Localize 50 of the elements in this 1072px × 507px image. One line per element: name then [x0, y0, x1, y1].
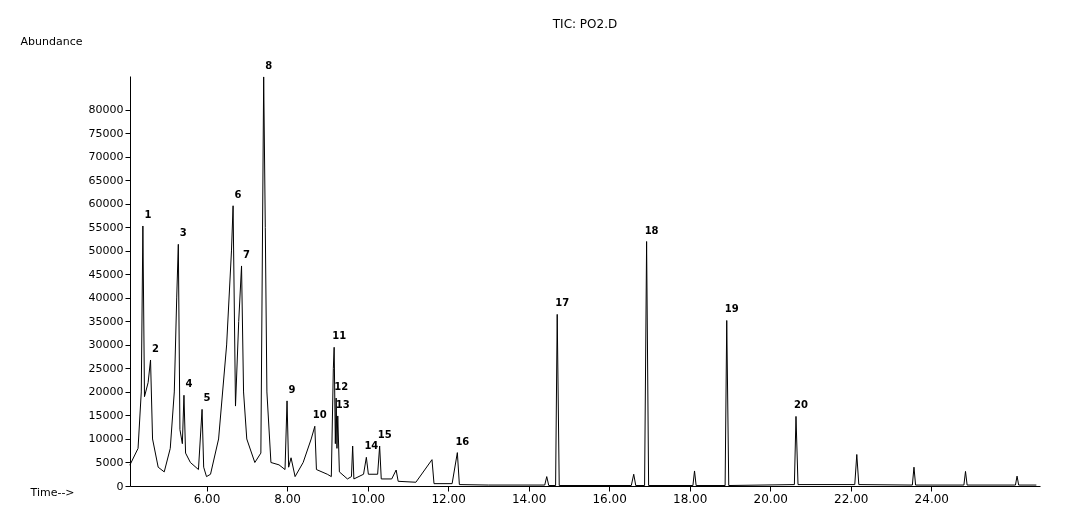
y-tick-label: 40000 [88, 291, 124, 305]
y-tick-label: 0 [116, 479, 124, 493]
y-tick-label: 50000 [88, 244, 124, 258]
annotation: 11 [332, 330, 347, 342]
annotation: 7 [243, 248, 251, 260]
y-axis-title: Abundance [20, 34, 83, 48]
y-tick-label: 30000 [88, 338, 124, 352]
annotation: 6 [234, 188, 242, 200]
y-tick-label: 60000 [88, 197, 124, 211]
y-tick-label: 45000 [88, 267, 124, 281]
annotation: 18 [644, 224, 659, 236]
annotation: 17 [555, 297, 570, 309]
annotation: 1 [144, 208, 152, 220]
annotation: 8 [265, 59, 273, 71]
annotation: 9 [288, 383, 296, 395]
x-tick-label: 18.00 [673, 491, 708, 506]
y-tick-label: 75000 [88, 126, 124, 140]
x-tick-label: 20.00 [753, 491, 788, 506]
annotation: 2 [152, 342, 160, 354]
x-tick-label: 8.00 [274, 491, 301, 506]
y-tick-label: 80000 [88, 103, 124, 117]
annotation: 13 [335, 398, 350, 410]
y-tick-label: 10000 [88, 432, 124, 446]
annotation: 5 [203, 392, 211, 404]
annotation: 19 [724, 303, 739, 315]
annotation: 4 [185, 378, 193, 390]
annotation: 15 [377, 429, 392, 441]
y-tick-label: 65000 [88, 173, 124, 187]
y-tick-label: 5000 [95, 455, 124, 469]
y-tick-label: 25000 [88, 361, 124, 375]
y-tick-label: 55000 [88, 220, 124, 234]
x-tick-label: 16.00 [592, 491, 627, 506]
x-tick-label: 6.00 [193, 491, 221, 506]
annotation: 20 [794, 399, 808, 411]
annotation: 14 [364, 440, 379, 452]
y-tick-label: 15000 [88, 408, 124, 422]
y-tick-label: 20000 [88, 385, 124, 399]
y-tick-label: 35000 [88, 314, 124, 328]
annotation: 3 [179, 227, 187, 239]
chart-title: TIC: PO2.D [551, 17, 618, 31]
x-tick-label: 10.00 [350, 491, 386, 506]
x-tick-label: 14.00 [511, 491, 547, 506]
x-tick-label: 12.00 [431, 491, 466, 506]
annotation: 12 [334, 381, 349, 393]
x-axis-title: Time--> [29, 485, 75, 499]
annotation: 16 [455, 435, 470, 447]
annotation: 10 [312, 409, 327, 421]
y-tick-label: 70000 [88, 150, 124, 164]
x-tick-label: 22.00 [834, 491, 869, 506]
x-tick-label: 24.00 [914, 491, 949, 506]
